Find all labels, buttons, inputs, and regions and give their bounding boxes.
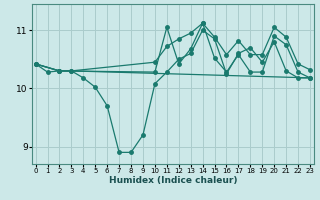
X-axis label: Humidex (Indice chaleur): Humidex (Indice chaleur): [108, 176, 237, 185]
